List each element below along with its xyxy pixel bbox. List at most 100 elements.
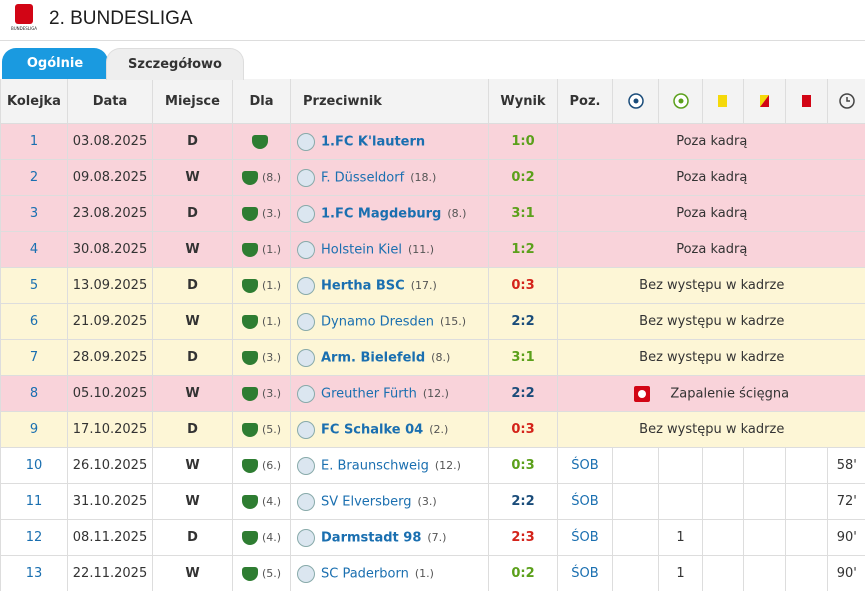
opponent[interactable]: Arm. Bielefeld — [321, 350, 425, 365]
place: W — [153, 556, 233, 591]
date: 30.08.2025 — [68, 232, 153, 268]
result[interactable]: 2:2 — [489, 376, 558, 412]
team-crest — [242, 567, 258, 581]
round[interactable]: 10 — [1, 448, 68, 484]
opponent[interactable]: Hertha BSC — [321, 278, 405, 293]
result[interactable]: 3:1 — [489, 340, 558, 376]
team: (3.) — [233, 376, 291, 412]
result[interactable]: 3:1 — [489, 196, 558, 232]
place: D — [153, 268, 233, 304]
round[interactable]: 8 — [1, 376, 68, 412]
result[interactable]: 0:3 — [489, 448, 558, 484]
result[interactable]: 0:3 — [489, 268, 558, 304]
yellow-header[interactable] — [703, 79, 744, 124]
team-crest — [242, 387, 258, 401]
minutes: 90' — [828, 556, 865, 591]
result[interactable]: 0:3 — [489, 412, 558, 448]
status: Poza kadrą — [676, 242, 747, 257]
place: W — [153, 448, 233, 484]
result[interactable]: 2:3 — [489, 520, 558, 556]
injury-icon — [634, 386, 650, 402]
team-crest — [242, 171, 258, 185]
round[interactable]: 13 — [1, 556, 68, 591]
round[interactable]: 3 — [1, 196, 68, 232]
opponent[interactable]: SV Elversberg — [321, 494, 412, 509]
round[interactable]: 7 — [1, 340, 68, 376]
red-cards — [786, 520, 828, 556]
col-header[interactable]: Wynik — [489, 79, 558, 124]
team-crest — [252, 135, 268, 149]
assists: 1 — [659, 520, 703, 556]
result[interactable]: 2:2 — [489, 304, 558, 340]
team-position: (4.) — [262, 531, 281, 544]
team: (1.) — [233, 268, 291, 304]
opponent[interactable]: FC Schalke 04 — [321, 422, 423, 437]
header: BUNDESLIGA 2. BUNDESLIGA — [0, 0, 865, 41]
round[interactable]: 1 — [1, 124, 68, 160]
position[interactable]: ŚOB — [558, 448, 613, 484]
logo-caption: BUNDESLIGA — [9, 26, 39, 31]
col-header[interactable]: Miejsce — [153, 79, 233, 124]
assists — [659, 484, 703, 520]
tab[interactable]: Ogólnie — [2, 48, 108, 79]
red-header[interactable] — [786, 79, 828, 124]
opponent-cell: Dynamo Dresden(15.) — [291, 304, 489, 340]
red-card-icon — [801, 94, 813, 108]
yellow-red-header[interactable] — [744, 79, 786, 124]
opponent[interactable]: E. Braunschweig — [321, 458, 429, 473]
tab[interactable]: Szczegółowo — [106, 48, 244, 80]
opponent[interactable]: 1.FC Magdeburg — [321, 206, 441, 221]
assists-header[interactable] — [659, 79, 703, 124]
col-header[interactable]: Dla — [233, 79, 291, 124]
opponent[interactable]: Holstein Kiel — [321, 242, 402, 257]
opponent-cell: FC Schalke 04(2.) — [291, 412, 489, 448]
opponent[interactable]: F. Düsseldorf — [321, 170, 404, 185]
team-position: (8.) — [262, 171, 281, 184]
position[interactable]: ŚOB — [558, 520, 613, 556]
round[interactable]: 12 — [1, 520, 68, 556]
team-position: (1.) — [262, 243, 281, 256]
result[interactable]: 2:2 — [489, 484, 558, 520]
minutes-header[interactable] — [828, 79, 865, 124]
result[interactable]: 0:2 — [489, 160, 558, 196]
opponent[interactable]: 1.FC K'lautern — [321, 134, 425, 149]
opponent-cell: 1.FC Magdeburg(8.) — [291, 196, 489, 232]
col-header[interactable]: Przeciwnik — [291, 79, 489, 124]
opponent-position: (8.) — [431, 351, 450, 364]
round[interactable]: 4 — [1, 232, 68, 268]
col-header[interactable]: Poz. — [558, 79, 613, 124]
opponent[interactable]: Dynamo Dresden — [321, 314, 434, 329]
result[interactable]: 1:0 — [489, 124, 558, 160]
result[interactable]: 0:2 — [489, 556, 558, 591]
round[interactable]: 5 — [1, 268, 68, 304]
position[interactable]: ŚOB — [558, 556, 613, 591]
position[interactable]: ŚOB — [558, 484, 613, 520]
round[interactable]: 9 — [1, 412, 68, 448]
round[interactable]: 11 — [1, 484, 68, 520]
opponent-logo — [297, 313, 315, 331]
yellow-red-cards — [744, 556, 786, 591]
yellow-cards — [703, 556, 744, 591]
status: Bez występu w kadrze — [639, 350, 784, 365]
col-header[interactable]: Data — [68, 79, 153, 124]
status-cell: Poza kadrą — [558, 124, 865, 160]
assist-icon — [673, 93, 689, 109]
opponent-cell: Darmstadt 98(7.) — [291, 520, 489, 556]
status-cell: Poza kadrą — [558, 196, 865, 232]
opponent-cell: SV Elversberg(3.) — [291, 484, 489, 520]
col-header[interactable]: Kolejka — [1, 79, 68, 124]
minutes: 58' — [828, 448, 865, 484]
opponent[interactable]: SC Paderborn — [321, 566, 409, 581]
opponent[interactable]: Darmstadt 98 — [321, 530, 421, 545]
goals — [613, 520, 659, 556]
opponent[interactable]: Greuther Fürth — [321, 386, 417, 401]
opponent-logo — [297, 277, 315, 295]
round[interactable]: 6 — [1, 304, 68, 340]
team: (1.) — [233, 232, 291, 268]
round[interactable]: 2 — [1, 160, 68, 196]
red-cards — [786, 484, 828, 520]
result[interactable]: 1:2 — [489, 232, 558, 268]
place: D — [153, 520, 233, 556]
goals-header[interactable] — [613, 79, 659, 124]
